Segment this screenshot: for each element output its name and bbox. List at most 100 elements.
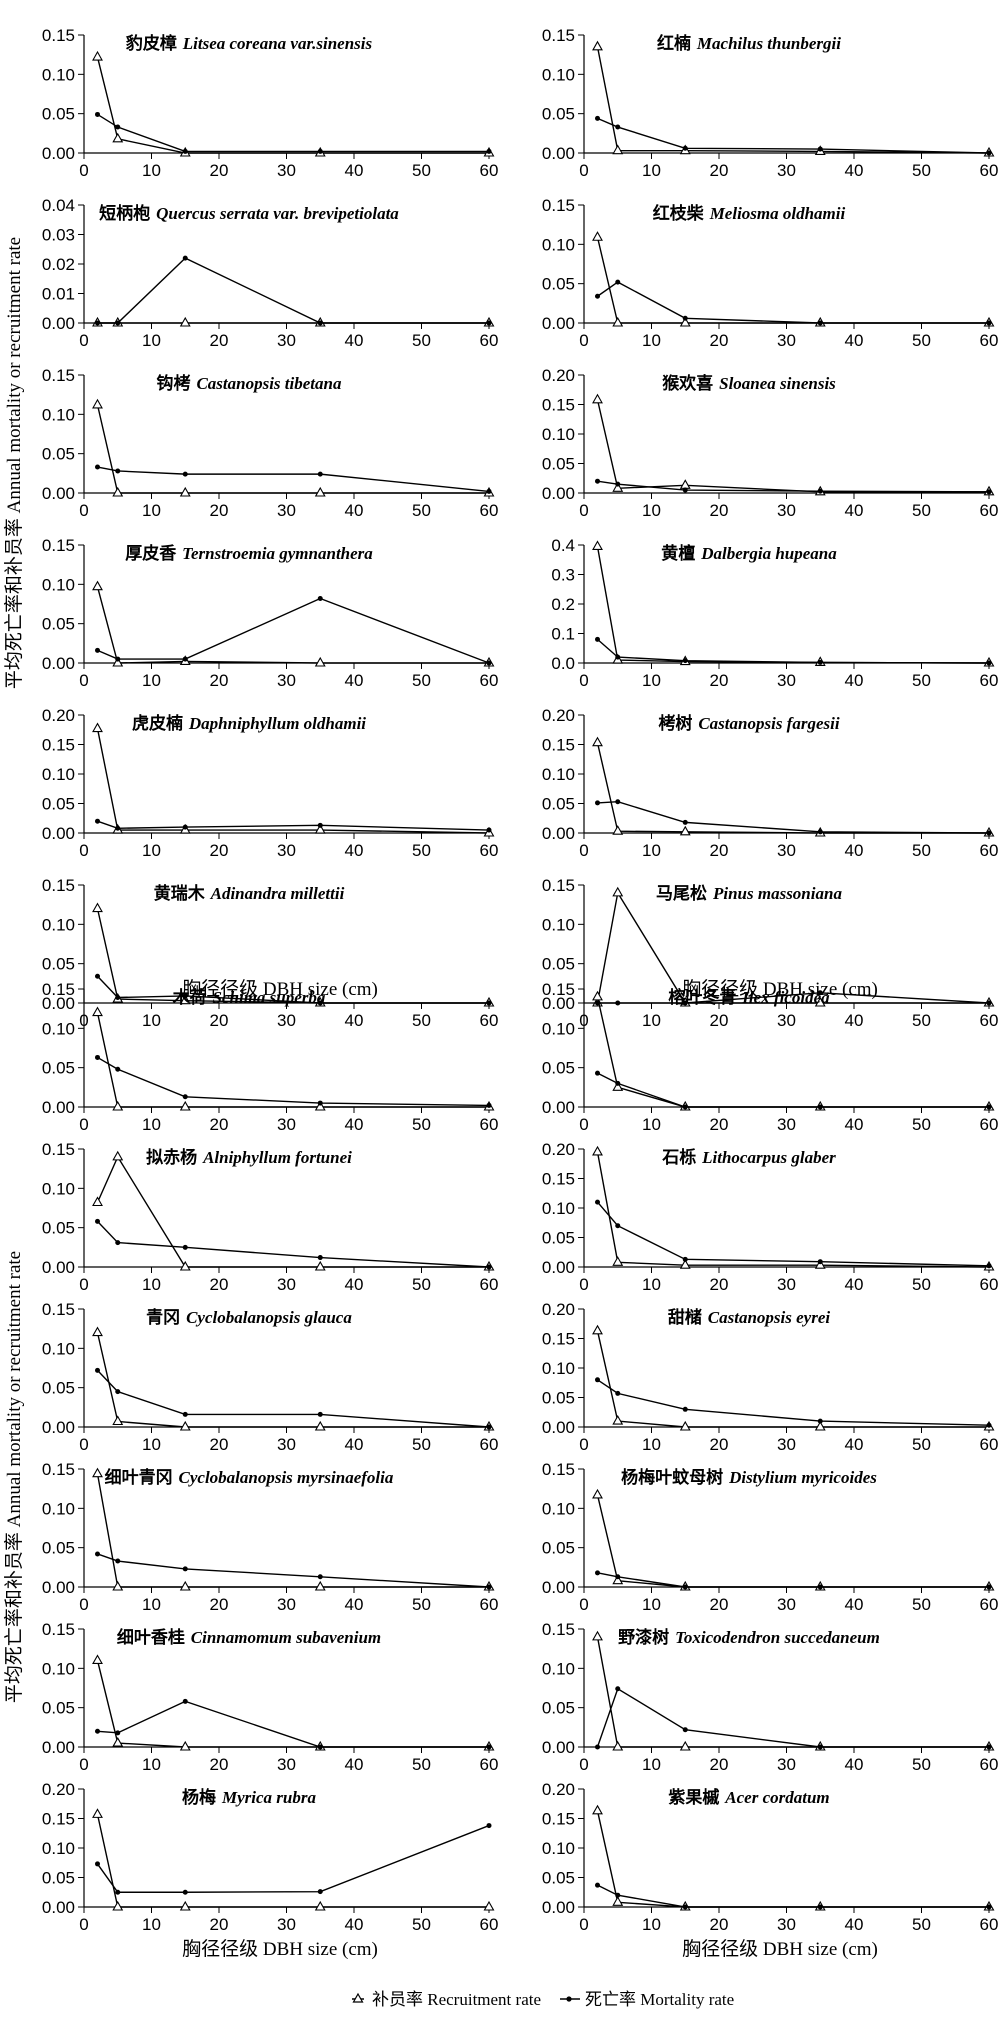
mortality-line [597,1884,989,1908]
mortality-point [115,1558,121,1564]
x-tick-label: 10 [642,161,661,180]
mortality-point [486,1744,492,1750]
mortality-point [595,1377,600,1383]
recruitment-point [612,1896,624,1906]
x-tick-label: 60 [480,1595,499,1614]
y-tick-label: 0.00 [42,1258,75,1277]
mortality-point [595,800,600,806]
panel-title-chinese: 猴欢喜 [662,373,719,394]
x-tick-label: 50 [412,1755,431,1774]
y-tick-label: 0.05 [542,105,575,124]
x-tick-label: 20 [710,331,729,350]
y-tick-label: 0.10 [42,1019,75,1038]
x-tick-label: 30 [777,1011,796,1030]
recruitment-point [679,479,691,489]
x-tick-label: 30 [777,671,796,690]
mortality-point [182,1566,188,1572]
chart-panel: 0.00 0.05 0.10 0.15 0.20 0 10 20 30 40 50 60 虎皮楠 Dap… [42,706,499,860]
panel-title-chinese: 红枝柴 [653,203,710,224]
recruitment-point [112,1736,124,1747]
recruitment-point [314,1580,326,1591]
mortality-point [682,1104,688,1110]
mortality-point [95,1551,100,1557]
mortality-point [682,1584,688,1590]
mortality-point [95,1218,100,1224]
mortality-point [182,993,188,999]
recruitment-point [483,1900,495,1911]
x-tick-label: 0 [79,1115,88,1134]
x-tick-label: 20 [710,161,729,180]
chart-panel: 0.00 0.05 0.10 0.15 0 10 20 30 40 50 60 青冈 Cyclobal… [42,1300,499,1454]
x-tick-label: 30 [777,1755,796,1774]
panel-title-chinese: 黄檀 [661,543,701,564]
x-tick-label: 30 [277,331,296,350]
x-tick-label: 20 [210,1115,229,1134]
x-tick-label: 60 [980,1435,999,1454]
mortality-point [317,1411,323,1417]
recruitment-point [679,316,691,327]
x-tick-label: 60 [480,1435,499,1454]
mortality-point [317,471,323,477]
recruitment-point [92,722,103,733]
mortality-line [97,1553,490,1588]
panel-title-latin: Machilus thunbergii [696,34,841,53]
mortality-point [115,825,121,831]
x-tick-label: 20 [210,1435,229,1454]
y-tick-label: 0.15 [542,980,575,999]
y-tick-label: 0.00 [42,1098,75,1117]
mortality-point [986,320,992,326]
x-axis-label-bottom-right: 胸径径级 DBH size (cm) [682,1938,878,1960]
mortality-point [986,1263,992,1269]
mortality-line [97,113,489,153]
x-tick-label: 30 [277,1915,296,1934]
y-tick-label: 0.00 [42,1738,75,1757]
mortality-point [615,124,621,130]
recruitment-point [314,823,326,834]
recruitment-line [96,56,489,154]
x-tick-label: 30 [277,1595,296,1614]
panel-title-latin: Cyclobalanopsis myrsinaefolia [179,1468,394,1487]
mortality-point [182,1889,188,1895]
chart-panel: 0.00 0.05 0.10 0.15 0.20 0 10 20 30 40 50 60 杨梅 Myri… [42,1780,499,1934]
x-tick-label: 0 [79,841,88,860]
y-tick-label: 0.15 [42,1810,75,1829]
x-tick-label: 20 [210,1275,229,1294]
chart-panel: 0.00 0.05 0.10 0.15 0 10 20 30 40 50 60 钩栲 Castanop… [42,366,499,520]
mortality-point [317,1255,323,1261]
mortality-point [182,148,188,154]
y-tick-label: 0.05 [42,795,75,814]
mortality-line [596,1201,990,1267]
mortality-point [986,150,992,156]
y-tick-label: 0.15 [542,1620,575,1639]
mortality-line [597,117,990,154]
x-tick-label: 60 [980,331,999,350]
x-tick-label: 60 [980,1115,999,1134]
mortality-point [986,1904,992,1910]
panel-title-latin: Cinnamomum subavenium [191,1628,381,1647]
x-tick-label: 10 [142,1595,161,1614]
y-tick-label: 0.10 [542,235,575,254]
x-tick-label: 60 [480,331,499,350]
x-tick-label: 0 [579,1275,588,1294]
panel-title-chinese: 细叶香桂 [117,1627,191,1648]
x-tick-label: 40 [345,161,364,180]
x-tick-label: 0 [79,501,88,520]
y-tick-label: 0.15 [42,536,75,555]
mortality-point [682,145,688,151]
mortality-point [95,818,100,824]
mortality-point [115,656,121,662]
recruitment-point [92,580,103,591]
mortality-point [486,1000,492,1006]
mortality-point [486,1823,492,1829]
y-tick-label: 0.20 [542,366,575,385]
x-tick-label: 0 [579,501,588,520]
mortality-point [615,1080,621,1086]
x-tick-label: 40 [345,671,364,690]
panel-title-latin: Dalbergia hupeana [700,544,837,563]
x-tick-label: 40 [845,1011,864,1030]
x-tick-label: 60 [480,1011,499,1030]
recruitment-point [112,1900,124,1911]
x-tick-label: 60 [480,1755,499,1774]
panel-title-chinese: 杨梅 [182,1787,222,1808]
mortality-point [595,636,600,642]
